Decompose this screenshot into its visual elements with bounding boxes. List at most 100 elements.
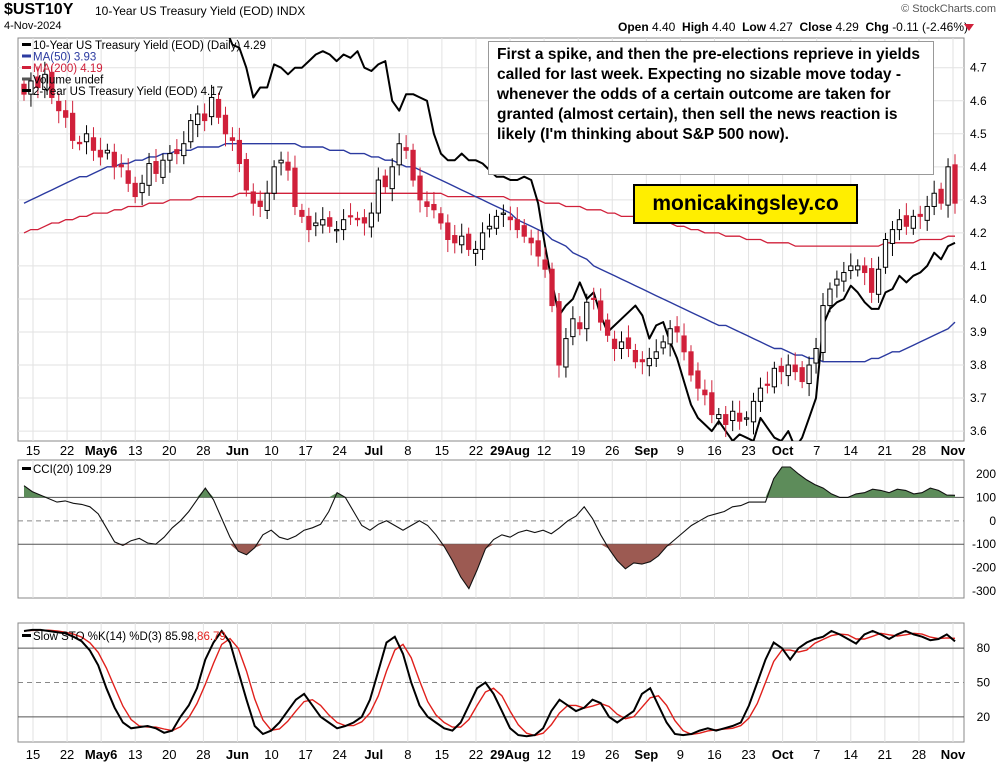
candle-body (604, 319, 611, 336)
candle-body (459, 235, 465, 246)
cci-line (23, 466, 956, 590)
x-tick-label: Oct (772, 747, 794, 762)
low-label: Low (742, 20, 767, 34)
y-tick-label: 4.2 (970, 226, 987, 240)
chart-symbol: $UST10Y (4, 1, 74, 18)
candle-body (924, 205, 930, 221)
candle-body (215, 98, 222, 118)
brand-label[interactable]: monicakingsley.co (633, 184, 858, 224)
legend-swatch (22, 77, 31, 81)
candle-body (674, 326, 680, 333)
candle-body (750, 400, 757, 423)
x-tick-label: 8 (404, 443, 411, 458)
candle-body (611, 338, 618, 350)
price-legend-item: MA(200) 4.19 (33, 63, 103, 75)
x-tick-label: 12 (537, 443, 551, 458)
candle-body (139, 182, 145, 194)
x-tick-label: 17 (298, 747, 312, 762)
candle-body (917, 213, 923, 217)
candle-body (730, 410, 736, 422)
candle-body (431, 203, 437, 211)
price-legend-item: Volume undef (33, 75, 104, 87)
candle-body (514, 219, 520, 231)
candle-body (598, 300, 604, 323)
candle-body (243, 159, 249, 191)
legend-swatch (22, 54, 31, 58)
candle-body (486, 225, 493, 230)
x-tick-label: 12 (537, 747, 551, 762)
candle-body (257, 200, 263, 207)
candle-body (632, 349, 639, 363)
candle-body (250, 191, 256, 204)
ohlc-readout: Open 4.40 High 4.40 Low 4.27 Close 4.29 … (618, 20, 968, 34)
candle-body (396, 143, 402, 166)
legend-swatch (22, 43, 31, 46)
candle-body (806, 364, 812, 385)
price-legend-item: 2-Year US Treasury Yield (EOD) 4.17 (33, 86, 223, 98)
candle-body (452, 235, 458, 244)
x-tick-label: Jun (226, 747, 249, 762)
x-tick-label: 22 (60, 747, 74, 762)
candle-body (667, 328, 673, 345)
x-tick-label: 10 (264, 443, 278, 458)
x-tick-label: 22 (60, 443, 74, 458)
candle-body (910, 215, 916, 229)
candle-body (202, 113, 208, 122)
x-tick-label: 28 (196, 747, 210, 762)
candle-body (63, 110, 69, 118)
x-tick-label: 9 (677, 443, 684, 458)
candle-body (354, 217, 361, 221)
chart-name: 10-Year US Treasury Yield (EOD) INDX (95, 4, 306, 18)
legends: 10-Year US Treasury Yield (EOD) (Daily) … (22, 40, 266, 643)
low-value: 4.27 (769, 20, 793, 34)
candle-body (875, 268, 882, 295)
stockcharts-credit[interactable]: © StockCharts.com (901, 3, 996, 15)
candle-body (35, 76, 41, 89)
x-tick-label: 17 (298, 443, 312, 458)
candle-body (688, 351, 694, 376)
x-tick-label: 28 (912, 443, 926, 458)
candle-body (389, 166, 395, 190)
candle-body (236, 139, 243, 165)
candle-body (848, 265, 854, 272)
candle-body (521, 225, 527, 237)
candle-body (424, 201, 430, 207)
candle-body (903, 215, 910, 227)
candle-body (584, 301, 590, 330)
x-tick-label: 20 (162, 443, 176, 458)
x-tick-label: 28 (912, 747, 926, 762)
candle-body (334, 229, 340, 232)
candle-body (660, 341, 666, 349)
y-tick-label: 3.7 (970, 391, 987, 405)
x-tick-label: 9 (677, 747, 684, 762)
candle-body (306, 215, 312, 231)
x-tick-label: 20 (162, 747, 176, 762)
candle-body (97, 149, 104, 158)
x-tick-label: 15 (435, 443, 449, 458)
stoch-layer (18, 628, 964, 738)
y-tick-label: 3.6 (970, 424, 987, 438)
x-tick-label: 21 (878, 747, 892, 762)
candle-body (132, 182, 138, 198)
candle-body (292, 167, 298, 207)
candle-body (222, 114, 229, 135)
candle-body (83, 133, 90, 143)
candle-body (591, 297, 597, 300)
candle-body (167, 153, 173, 161)
y-tick-label: 4.4 (970, 160, 987, 174)
candle-body (160, 159, 166, 178)
x-tick-label: 19 (571, 443, 585, 458)
cci-legend-swatch (22, 467, 31, 470)
stoch-y-label: 80 (977, 641, 991, 655)
x-tick-label: Jul (364, 443, 383, 458)
candle-body (785, 364, 791, 377)
candle-body (368, 212, 375, 228)
close-label: Close (799, 20, 833, 34)
x-tick-label: Nov (941, 443, 966, 458)
x-tick-label: 16 (707, 443, 721, 458)
stoch-k-line (23, 628, 956, 738)
candle-body (896, 219, 903, 231)
legend-swatch (22, 66, 31, 69)
candle-body (466, 233, 472, 250)
candle-body (111, 151, 117, 168)
